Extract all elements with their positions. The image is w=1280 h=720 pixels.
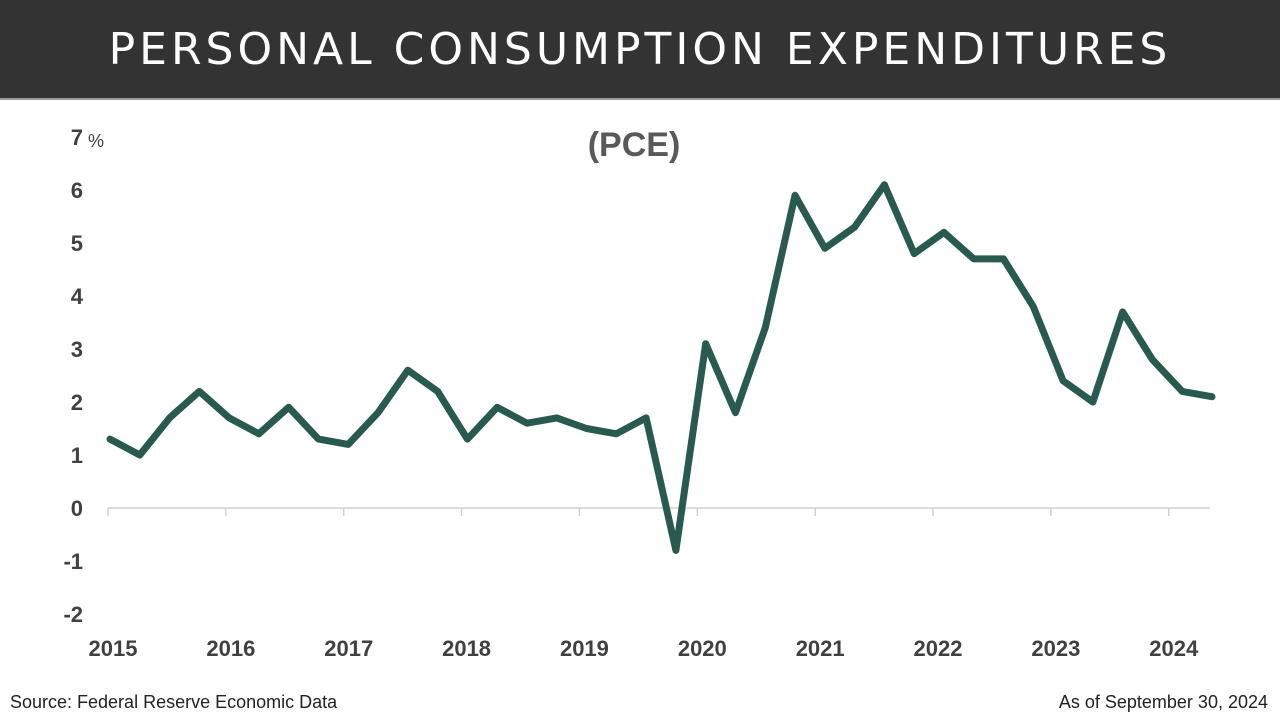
x-tick-label: 2017 [324,636,373,661]
page-title: PERSONAL CONSUMPTION EXPENDITURES [108,23,1172,75]
data-point [1031,304,1036,309]
header-bar: PERSONAL CONSUMPTION EXPENDITURES [0,0,1280,100]
data-point [614,431,619,436]
data-point [495,405,500,410]
data-point [256,431,261,436]
x-tick-label: 2015 [89,636,138,661]
as-of-date: As of September 30, 2024 [1058,692,1268,712]
y-axis-ticks: -2 -1 0 1 2 3 4 5 6 7 [63,125,83,627]
data-point [793,193,798,198]
data-point [524,421,529,426]
data-point [316,437,321,442]
data-point [554,415,559,420]
data-point [346,442,351,447]
data-point [1150,357,1155,362]
y-tick-label: 2 [71,390,83,415]
data-point [1180,389,1185,394]
data-point [644,415,649,420]
data-point [1061,378,1066,383]
x-tick-label: 2018 [442,636,491,661]
y-tick-label: -1 [63,549,83,574]
y-axis-unit: % [88,131,104,151]
x-tick-label: 2022 [914,636,963,661]
data-point [227,415,232,420]
x-tick-label: 2024 [1149,636,1199,661]
data-point [1001,256,1006,261]
y-tick-label: -2 [63,602,83,627]
data-point [405,368,410,373]
y-tick-label: 6 [71,178,83,203]
data-point [376,410,381,415]
data-point [1120,309,1125,314]
data-point [197,389,202,394]
data-point [673,548,678,553]
data-point [435,389,440,394]
data-point [941,230,946,235]
data-point [763,325,768,330]
data-point [108,437,112,442]
y-tick-label: 7 [71,125,83,150]
x-tick-label: 2021 [796,636,845,661]
data-point [733,410,738,415]
data-point [882,182,887,187]
y-tick-label: 4 [71,284,84,309]
x-tick-label: 2020 [678,636,727,661]
data-point [1090,400,1095,404]
x-tick-label: 2023 [1031,636,1080,661]
data-point [703,341,708,346]
data-point [1210,394,1214,399]
x-tick-label: 2016 [206,636,255,661]
x-tick-label: 2019 [560,636,609,661]
data-point [852,225,857,230]
x-axis: 2015 2016 2017 2018 2019 2020 2021 2022 2023 2024 [89,507,1210,661]
data-point [465,437,470,442]
data-point [971,256,976,261]
data-point [912,251,917,256]
y-tick-label: 5 [71,231,83,256]
data-point [286,405,291,410]
y-tick-label: 1 [71,443,83,468]
data-point [167,415,172,420]
source-note: Source: Federal Reserve Economic Data [10,692,338,712]
data-point [822,246,827,251]
y-tick-label: 3 [71,337,83,362]
data-point [584,426,589,431]
series-layer [106,181,1216,554]
y-tick-label: 0 [71,496,83,521]
data-point [137,453,142,457]
pce-series-line [106,181,1216,554]
chart-subtitle: (PCE) [588,126,681,164]
